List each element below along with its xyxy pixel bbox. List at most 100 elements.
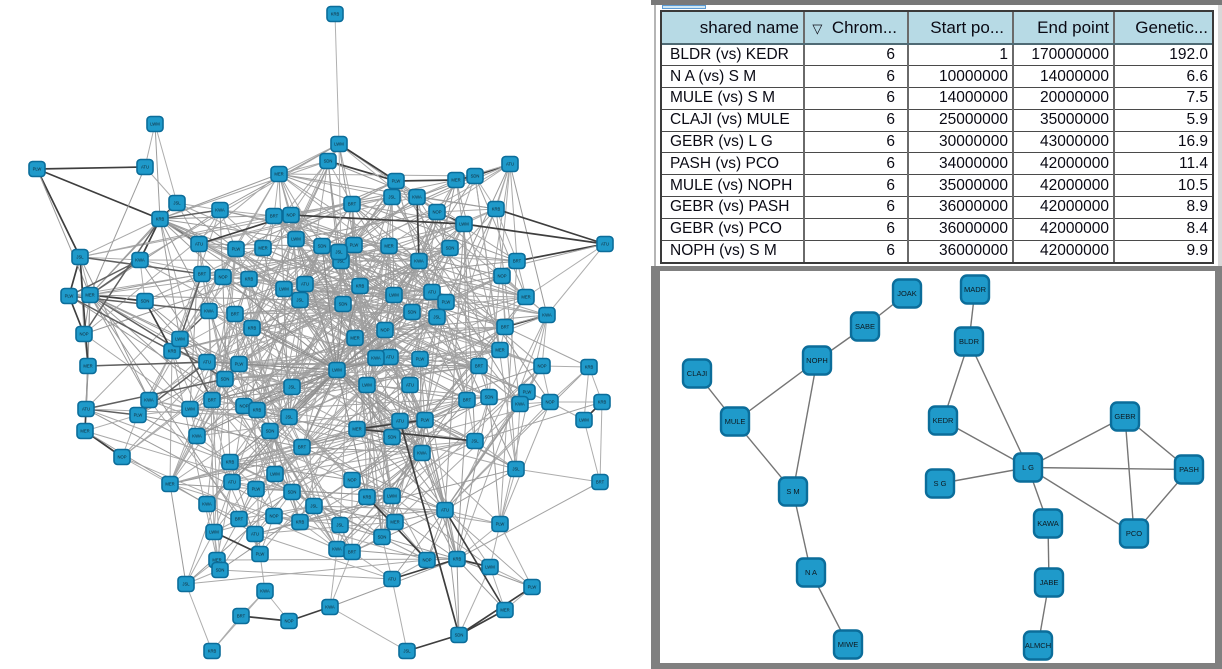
svg-text:ATU: ATU xyxy=(396,419,404,424)
svg-text:ATU: ATU xyxy=(141,165,149,170)
svg-text:JSL: JSL xyxy=(335,250,343,255)
svg-text:LWM: LWM xyxy=(362,383,372,388)
svg-text:BRT: BRT xyxy=(198,272,207,277)
svg-text:LWM: LWM xyxy=(459,222,469,227)
svg-text:S G: S G xyxy=(934,479,947,488)
svg-text:BRT: BRT xyxy=(463,398,472,403)
svg-text:BRT: BRT xyxy=(348,550,357,555)
svg-text:BLDR: BLDR xyxy=(959,337,980,346)
svg-text:KEDR: KEDR xyxy=(933,416,954,425)
svg-text:KRB: KRB xyxy=(253,408,262,413)
svg-text:LWM: LWM xyxy=(485,565,495,570)
svg-text:JSL: JSL xyxy=(285,415,293,420)
svg-text:SDN: SDN xyxy=(266,429,275,434)
svg-text:PLW: PLW xyxy=(350,243,359,248)
svg-text:LWM: LWM xyxy=(389,293,399,298)
svg-text:BRT: BRT xyxy=(513,259,522,264)
svg-text:KWA: KWA xyxy=(192,434,202,439)
svg-text:ATU: ATU xyxy=(301,282,309,287)
svg-text:N A: N A xyxy=(805,568,817,577)
svg-text:MIWE: MIWE xyxy=(838,640,858,649)
svg-text:S M: S M xyxy=(786,487,799,496)
svg-text:KRB: KRB xyxy=(492,207,501,212)
svg-text:JSL: JSL xyxy=(182,582,190,587)
svg-text:NOP: NOP xyxy=(432,210,441,215)
svg-text:MER: MER xyxy=(80,429,89,434)
svg-text:NOP: NOP xyxy=(380,328,389,333)
svg-text:SDN: SDN xyxy=(408,310,417,315)
svg-text:JSL: JSL xyxy=(76,255,84,260)
svg-text:PASH: PASH xyxy=(1179,465,1199,474)
svg-text:KWA: KWA xyxy=(260,589,270,594)
svg-text:NOP: NOP xyxy=(79,332,88,337)
svg-text:LWM: LWM xyxy=(579,418,589,423)
svg-text:PLW: PLW xyxy=(33,167,42,172)
svg-text:NOP: NOP xyxy=(497,274,506,279)
svg-text:SDN: SDN xyxy=(288,490,297,495)
svg-text:ATU: ATU xyxy=(406,383,414,388)
svg-text:PLW: PLW xyxy=(416,357,425,362)
svg-text:PLW: PLW xyxy=(252,487,261,492)
svg-text:ATU: ATU xyxy=(82,407,90,412)
svg-text:ATU: ATU xyxy=(601,242,609,247)
svg-text:SDN: SDN xyxy=(446,246,455,251)
svg-text:JSL: JSL xyxy=(433,315,441,320)
svg-text:CLAJI: CLAJI xyxy=(687,369,707,378)
svg-text:ATU: ATU xyxy=(203,360,211,365)
svg-text:MER: MER xyxy=(83,364,92,369)
svg-text:LWM: LWM xyxy=(270,472,280,477)
svg-text:SDN: SDN xyxy=(324,159,333,164)
svg-text:KWA: KWA xyxy=(144,398,154,403)
svg-text:BRT: BRT xyxy=(298,445,307,450)
svg-text:KRB: KRB xyxy=(226,460,235,465)
svg-text:ATU: ATU xyxy=(195,242,203,247)
svg-text:KWA: KWA xyxy=(204,309,214,314)
svg-text:JSL: JSL xyxy=(310,504,318,509)
svg-text:MER: MER xyxy=(274,172,283,177)
svg-text:SDN: SDN xyxy=(471,174,480,179)
svg-text:KWA: KWA xyxy=(371,356,381,361)
svg-text:MER: MER xyxy=(451,178,460,183)
svg-text:SDN: SDN xyxy=(216,568,225,573)
svg-text:BRT: BRT xyxy=(475,364,484,369)
svg-text:KWA: KWA xyxy=(414,259,424,264)
svg-text:KRB: KRB xyxy=(168,349,177,354)
svg-text:NOP: NOP xyxy=(117,455,126,460)
svg-text:PLW: PLW xyxy=(256,552,265,557)
svg-text:SABE: SABE xyxy=(855,322,875,331)
svg-text:JSL: JSL xyxy=(388,195,396,200)
svg-text:PCO: PCO xyxy=(1126,529,1142,538)
svg-text:MER: MER xyxy=(258,246,267,251)
svg-text:LWM: LWM xyxy=(334,142,344,147)
svg-text:ALMCH: ALMCH xyxy=(1025,641,1051,650)
svg-text:KWA: KWA xyxy=(542,313,552,318)
svg-text:ATU: ATU xyxy=(428,290,436,295)
svg-text:LWM: LWM xyxy=(150,122,160,127)
svg-text:NOP: NOP xyxy=(422,558,431,563)
svg-text:KRB: KRB xyxy=(156,217,165,222)
svg-text:SDN: SDN xyxy=(378,535,387,540)
svg-text:KRB: KRB xyxy=(356,284,365,289)
svg-text:BRT: BRT xyxy=(348,202,357,207)
svg-text:NOP: NOP xyxy=(269,514,278,519)
svg-text:NOPH: NOPH xyxy=(806,356,828,365)
svg-text:MADR: MADR xyxy=(964,285,987,294)
svg-text:KAWA: KAWA xyxy=(1037,519,1059,528)
svg-text:JSL: JSL xyxy=(173,201,181,206)
svg-text:JSL: JSL xyxy=(336,523,344,528)
svg-text:BRT: BRT xyxy=(501,325,510,330)
svg-text:ATU: ATU xyxy=(506,162,514,167)
svg-text:PLW: PLW xyxy=(65,294,74,299)
svg-text:SDN: SDN xyxy=(339,302,348,307)
svg-text:NOP: NOP xyxy=(218,275,227,280)
svg-text:MER: MER xyxy=(85,293,94,298)
svg-text:KRB: KRB xyxy=(453,557,462,562)
svg-text:MER: MER xyxy=(521,295,530,300)
svg-text:ATU: ATU xyxy=(228,480,236,485)
svg-text:NOP: NOP xyxy=(347,478,356,483)
svg-text:NOP: NOP xyxy=(239,404,248,409)
svg-text:PLW: PLW xyxy=(442,300,451,305)
svg-text:JSL: JSL xyxy=(471,439,479,444)
svg-text:BRT: BRT xyxy=(237,614,246,619)
svg-text:JABE: JABE xyxy=(1040,578,1059,587)
